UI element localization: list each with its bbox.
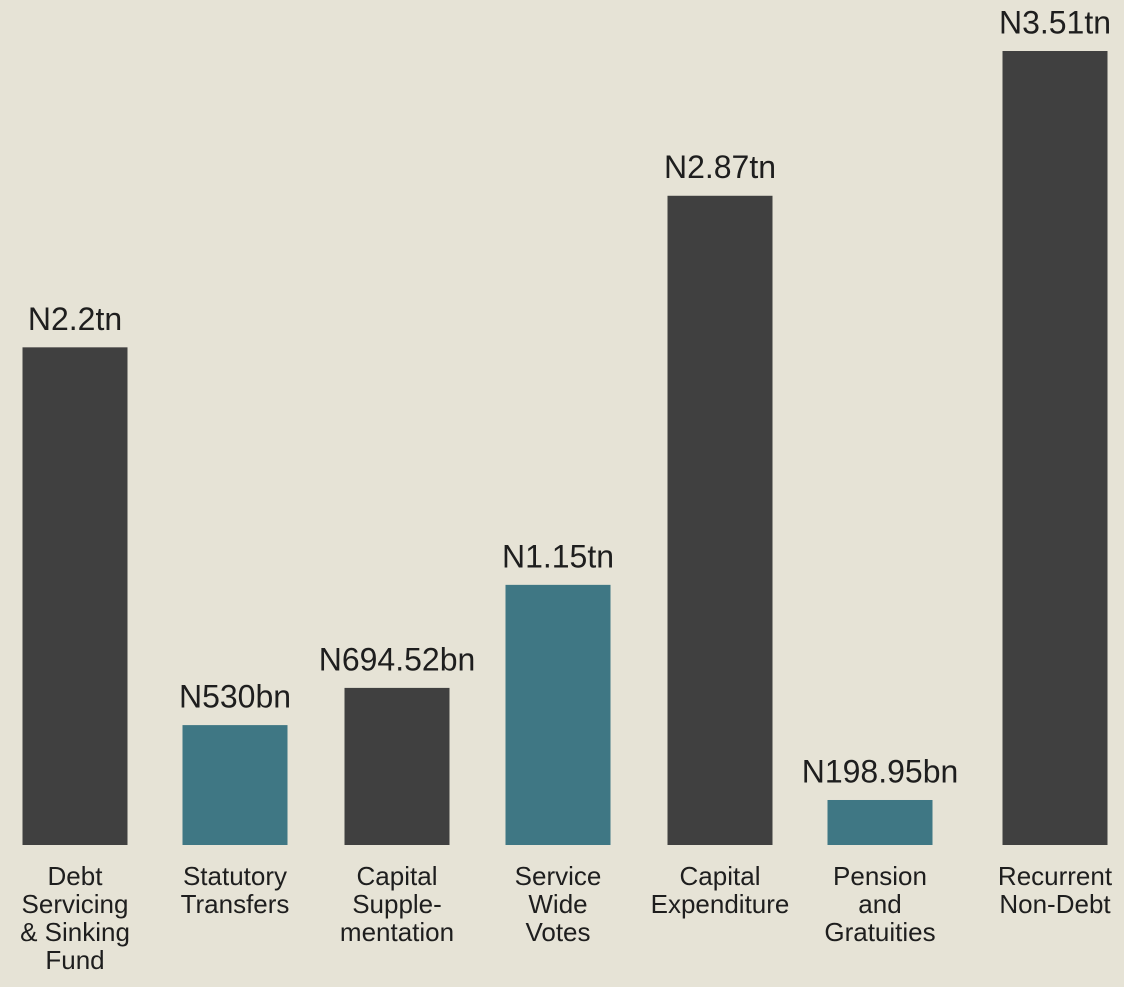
x-tick-label: Transfers	[181, 889, 290, 919]
value-label: N694.52bn	[319, 641, 476, 677]
x-tick-label: Recurrent	[998, 861, 1113, 891]
x-tick-label: Non-Debt	[999, 889, 1111, 919]
value-label: N3.51tn	[999, 4, 1111, 40]
x-tick-label: Wide	[528, 889, 587, 919]
bar	[505, 584, 611, 845]
bar	[344, 687, 450, 845]
value-label: N198.95bn	[802, 753, 959, 789]
x-tick-label: Service	[515, 861, 602, 891]
x-tick-label: Capital	[357, 861, 438, 891]
bar	[22, 347, 128, 845]
value-label: N530bn	[179, 679, 291, 715]
x-tick-label: Pension	[833, 861, 927, 891]
x-tick-label: Debt	[48, 861, 104, 891]
bar	[667, 195, 773, 846]
x-tick-label: Fund	[45, 945, 104, 975]
bar	[182, 725, 288, 845]
x-tick-label: mentation	[340, 917, 454, 947]
value-label: N2.87tn	[664, 149, 776, 185]
bar	[827, 799, 933, 845]
x-tick-label: and	[858, 889, 901, 919]
x-tick-label: & Sinking	[20, 917, 130, 947]
x-tick-label: Statutory	[183, 861, 287, 891]
x-tick-label: Gratuities	[824, 917, 935, 947]
value-label: N1.15tn	[502, 538, 614, 574]
x-tick-label: Supple-	[352, 889, 442, 919]
bar	[1002, 51, 1108, 845]
x-tick-label: Votes	[525, 917, 590, 947]
x-tick-label: Expenditure	[651, 889, 790, 919]
x-tick-label: Capital	[680, 861, 761, 891]
value-label: N2.2tn	[28, 301, 122, 337]
x-tick-label: Servicing	[22, 889, 129, 919]
